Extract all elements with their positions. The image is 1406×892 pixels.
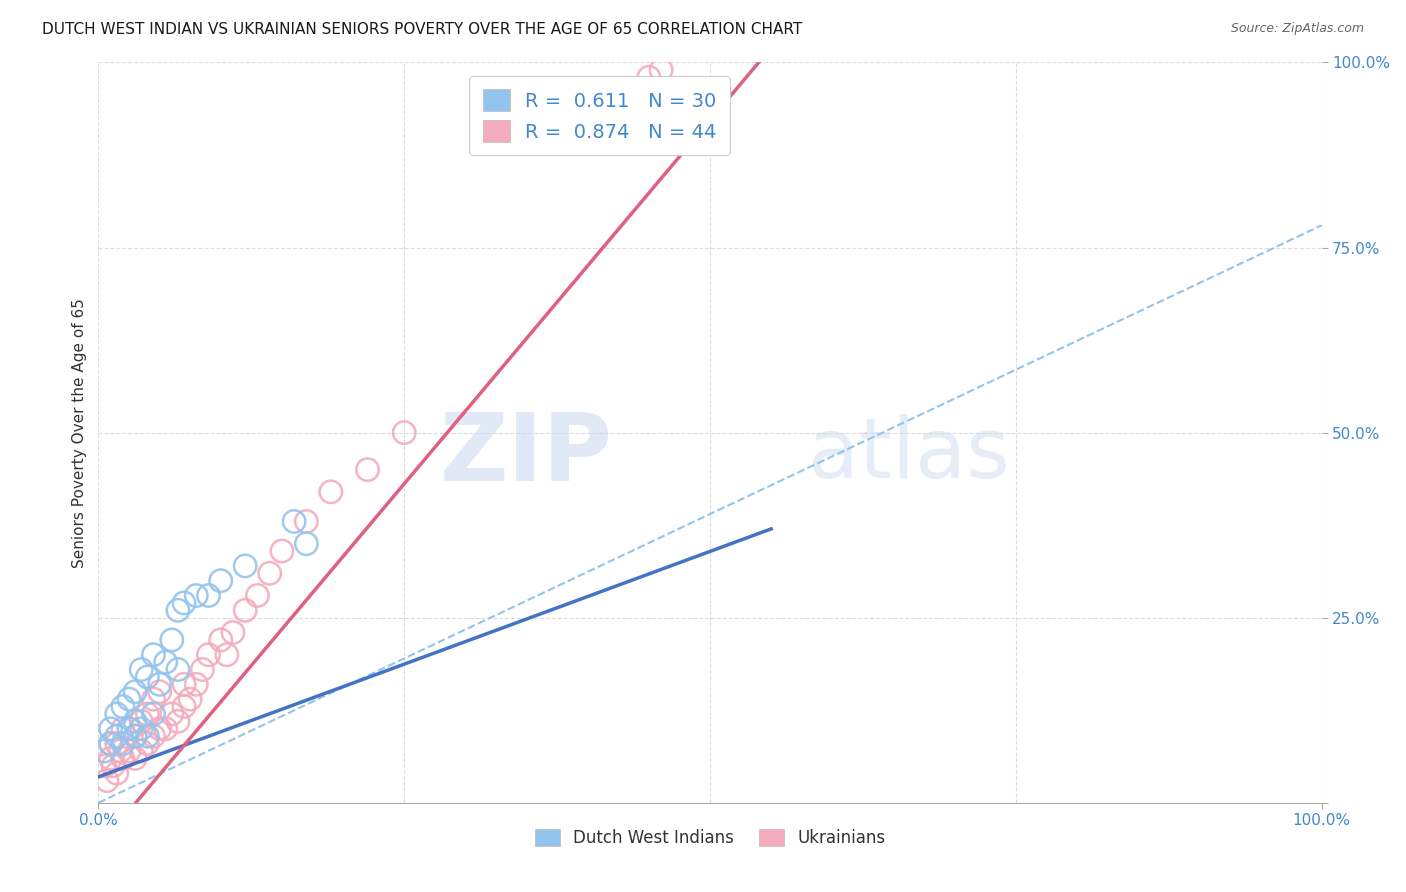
Text: Source: ZipAtlas.com: Source: ZipAtlas.com bbox=[1230, 22, 1364, 36]
Point bbox=[100, 751, 122, 765]
Point bbox=[124, 729, 146, 743]
Point bbox=[160, 632, 183, 647]
Point bbox=[179, 692, 201, 706]
Point bbox=[197, 589, 219, 603]
Text: ZIP: ZIP bbox=[439, 409, 612, 500]
Point bbox=[129, 714, 152, 729]
Point bbox=[96, 773, 118, 788]
Legend: Dutch West Indians, Ukrainians: Dutch West Indians, Ukrainians bbox=[529, 822, 891, 854]
Point bbox=[124, 685, 146, 699]
Point bbox=[167, 714, 190, 729]
Point bbox=[209, 632, 232, 647]
Text: DUTCH WEST INDIAN VS UKRAINIAN SENIORS POVERTY OVER THE AGE OF 65 CORRELATION CH: DUTCH WEST INDIAN VS UKRAINIAN SENIORS P… bbox=[42, 22, 803, 37]
Point bbox=[637, 70, 661, 85]
Point bbox=[124, 729, 146, 743]
Point bbox=[650, 62, 672, 77]
Point bbox=[167, 603, 190, 617]
Point bbox=[173, 699, 195, 714]
Point bbox=[295, 536, 318, 550]
Point bbox=[124, 714, 146, 729]
Point bbox=[129, 663, 152, 677]
Point bbox=[186, 677, 208, 691]
Point bbox=[142, 706, 165, 721]
Y-axis label: Seniors Poverty Over the Age of 65: Seniors Poverty Over the Age of 65 bbox=[72, 298, 87, 567]
Point bbox=[149, 677, 172, 691]
Point bbox=[100, 737, 122, 751]
Point bbox=[142, 729, 165, 743]
Point bbox=[295, 515, 318, 529]
Point bbox=[215, 648, 238, 662]
Point bbox=[105, 729, 128, 743]
Point bbox=[129, 722, 152, 736]
Point bbox=[155, 722, 177, 736]
Point bbox=[155, 655, 177, 669]
Point bbox=[136, 706, 159, 721]
Text: atlas: atlas bbox=[808, 414, 1010, 495]
Point bbox=[105, 766, 128, 780]
Point bbox=[118, 692, 141, 706]
Point bbox=[259, 566, 281, 581]
Point bbox=[173, 596, 195, 610]
Point bbox=[111, 751, 134, 765]
Point bbox=[111, 737, 134, 751]
Point bbox=[270, 544, 294, 558]
Point bbox=[136, 670, 159, 684]
Point bbox=[111, 722, 134, 736]
Point bbox=[105, 706, 128, 721]
Point bbox=[209, 574, 232, 588]
Point bbox=[246, 589, 269, 603]
Point bbox=[160, 706, 183, 721]
Point bbox=[222, 625, 245, 640]
Point bbox=[283, 515, 305, 529]
Point bbox=[101, 758, 124, 772]
Point bbox=[111, 699, 134, 714]
Point bbox=[167, 663, 190, 677]
Point bbox=[105, 737, 128, 751]
Point bbox=[136, 737, 159, 751]
Point bbox=[186, 589, 208, 603]
Point bbox=[124, 751, 146, 765]
Point bbox=[93, 744, 115, 758]
Point bbox=[93, 758, 115, 772]
Point bbox=[118, 722, 141, 736]
Point bbox=[118, 722, 141, 736]
Point bbox=[142, 648, 165, 662]
Point bbox=[136, 729, 159, 743]
Point bbox=[100, 737, 122, 751]
Point bbox=[149, 685, 172, 699]
Point bbox=[233, 558, 256, 573]
Point bbox=[173, 677, 195, 691]
Point bbox=[191, 663, 214, 677]
Point bbox=[233, 603, 256, 617]
Point bbox=[100, 722, 122, 736]
Point bbox=[129, 744, 152, 758]
Point bbox=[356, 462, 378, 476]
Point bbox=[197, 648, 219, 662]
Point bbox=[142, 692, 165, 706]
Point bbox=[392, 425, 416, 440]
Point bbox=[118, 744, 141, 758]
Point bbox=[110, 744, 132, 758]
Point bbox=[149, 722, 172, 736]
Point bbox=[319, 484, 342, 499]
